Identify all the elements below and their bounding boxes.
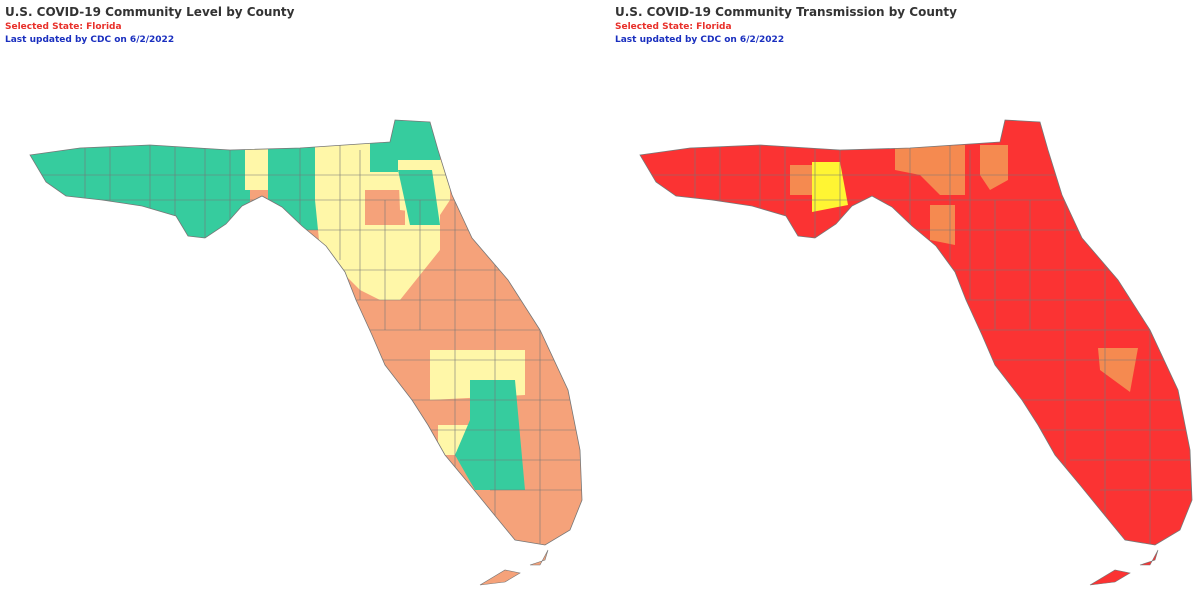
county-map xyxy=(30,120,582,545)
panel-right: U.S. COVID-19 Community Transmission by … xyxy=(615,5,1193,586)
last-updated: Last updated by CDC on 6/2/2022 xyxy=(615,35,784,45)
selected-state: Selected State: Florida xyxy=(615,22,732,32)
selected-state: Selected State: Florida xyxy=(5,22,122,32)
map-title: U.S. COVID-19 Community Level by County xyxy=(5,5,295,19)
county-map xyxy=(640,120,1192,545)
map-title: U.S. COVID-19 Community Transmission by … xyxy=(615,5,957,19)
panel-left: U.S. COVID-19 Community Level by County … xyxy=(5,5,583,586)
last-updated: Last updated by CDC on 6/2/2022 xyxy=(5,35,174,45)
